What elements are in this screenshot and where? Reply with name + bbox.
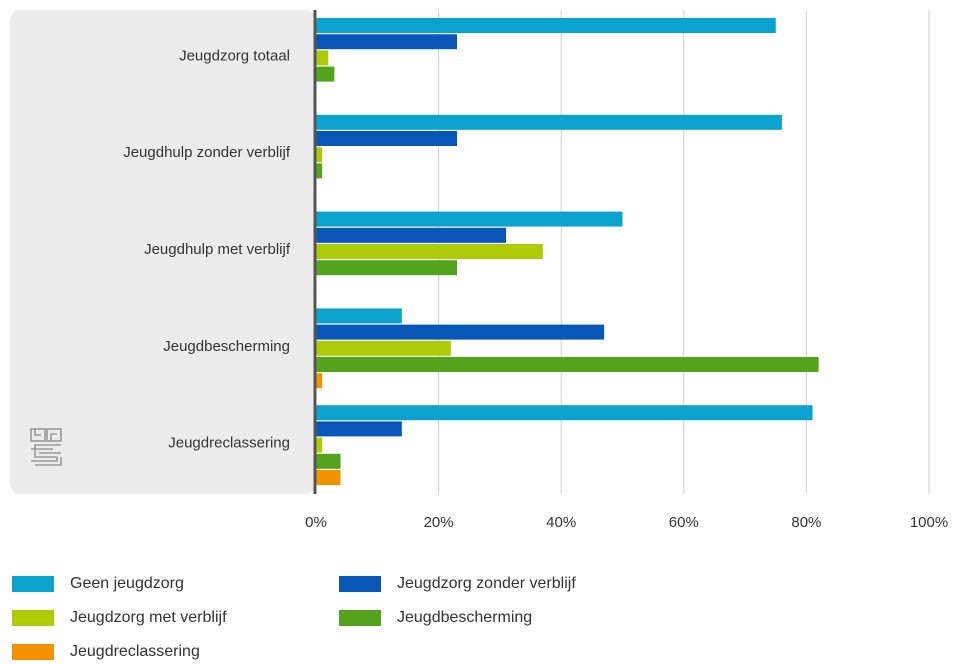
bar xyxy=(316,227,507,243)
bar xyxy=(316,244,543,259)
bars xyxy=(316,18,819,485)
legend-swatch xyxy=(12,644,54,660)
legend-label: Jeugdreclassering xyxy=(70,643,200,660)
category-label: Jeugdhulp zonder verblijf xyxy=(123,144,291,161)
legend-item-geen-jeugdzorg: Geen jeugdzorg xyxy=(12,572,184,596)
bar xyxy=(316,437,323,453)
legend-item-jeugdzorg-zonder-verblijf: Jeugdzorg zonder verblijf xyxy=(339,572,576,596)
bar xyxy=(316,373,323,389)
bar xyxy=(316,453,341,469)
bar xyxy=(316,470,341,485)
bar xyxy=(316,147,323,163)
category-label: Jeugdreclassering xyxy=(168,435,290,452)
category-labels: Jeugdzorg totaal Jeugdhulp zonder verblij… xyxy=(123,47,291,451)
bar-chart: Jeugdzorg totaal Jeugdhulp zonder verblij… xyxy=(10,10,948,531)
legend-label: Geen jeugdzorg xyxy=(70,575,184,592)
bar xyxy=(316,324,605,340)
legend-swatch xyxy=(12,610,54,626)
cbs-logo-icon xyxy=(30,428,62,466)
bar xyxy=(316,405,813,421)
bar xyxy=(316,18,776,33)
legend-item-jeugdbescherming: Jeugdbescherming xyxy=(339,606,532,630)
bar xyxy=(316,114,782,130)
legend-item-jeugdreclassering: Jeugdreclassering xyxy=(12,640,200,664)
label-panel xyxy=(10,10,315,494)
x-tick-label: 20% xyxy=(424,514,454,531)
legend-label: Jeugdzorg met verblijf xyxy=(70,609,227,626)
category-label: Jeugdhulp met verblijf xyxy=(144,241,291,258)
legend-swatch xyxy=(12,576,54,592)
bar xyxy=(316,211,623,227)
category-label: Jeugdzorg totaal xyxy=(179,47,290,64)
legend: Geen jeugdzorg Jeugdzorg zonder verblijf… xyxy=(12,570,912,664)
x-tick-label: 100% xyxy=(910,514,948,531)
bar xyxy=(316,50,329,66)
bar xyxy=(316,163,323,179)
x-tick-label: 80% xyxy=(791,514,821,531)
x-tick-label: 0% xyxy=(305,514,327,531)
x-tick-label: 40% xyxy=(546,514,576,531)
legend-label: Jeugdbescherming xyxy=(397,609,533,626)
bar xyxy=(316,340,451,356)
bar xyxy=(316,260,457,276)
bar xyxy=(316,421,402,437)
x-tick-labels: 0% 20% 40% 60% 80% 100% xyxy=(305,514,948,531)
legend-item-jeugdzorg-met-verblijf: Jeugdzorg met verblijf xyxy=(12,606,227,630)
bar xyxy=(316,34,457,50)
legend-label: Jeugdzorg zonder verblijf xyxy=(397,575,576,592)
bar xyxy=(316,66,335,82)
x-tick-label: 60% xyxy=(669,514,699,531)
category-label: Jeugdbescherming xyxy=(163,338,290,355)
legend-swatch xyxy=(339,610,381,626)
legend-swatch xyxy=(339,576,381,592)
bar xyxy=(316,308,402,324)
bar xyxy=(316,357,819,372)
bar xyxy=(316,131,457,146)
